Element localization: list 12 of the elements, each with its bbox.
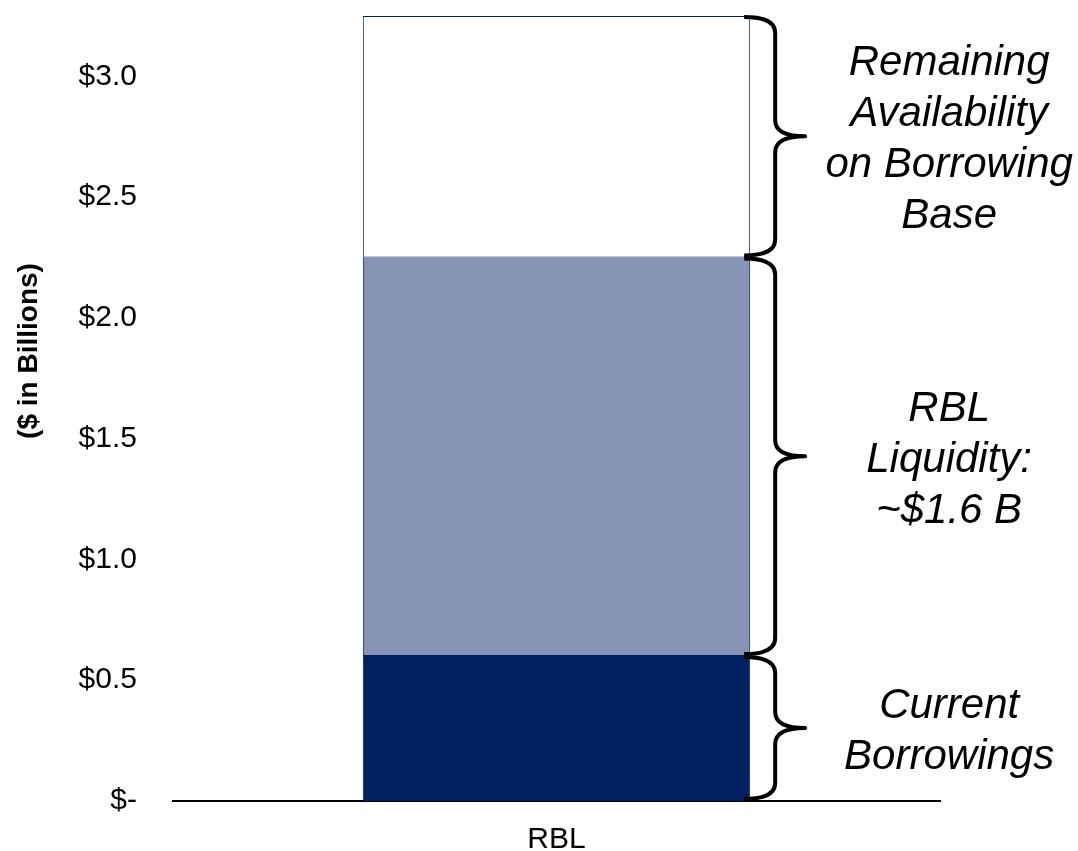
y-tick-label: $3.0 [78,57,137,91]
x-tick-label: RBL [527,821,586,851]
y-tick-label: $2.5 [78,178,137,212]
series-label: Remaining Availability on Borrowing Base [824,35,1074,239]
y-tick-label: $1.0 [78,540,137,574]
y-tick-label: $1.5 [78,419,137,453]
y-tick-label: $- [110,782,137,816]
y-tick-label: $0.5 [78,661,137,695]
y-tick-label: $2.0 [78,299,137,333]
y-axis-title: ($ in Billions) [12,263,43,439]
text: RBL Liquidity: ~$1.6 B [865,381,1034,534]
text: Current Borrowings [843,678,1056,780]
